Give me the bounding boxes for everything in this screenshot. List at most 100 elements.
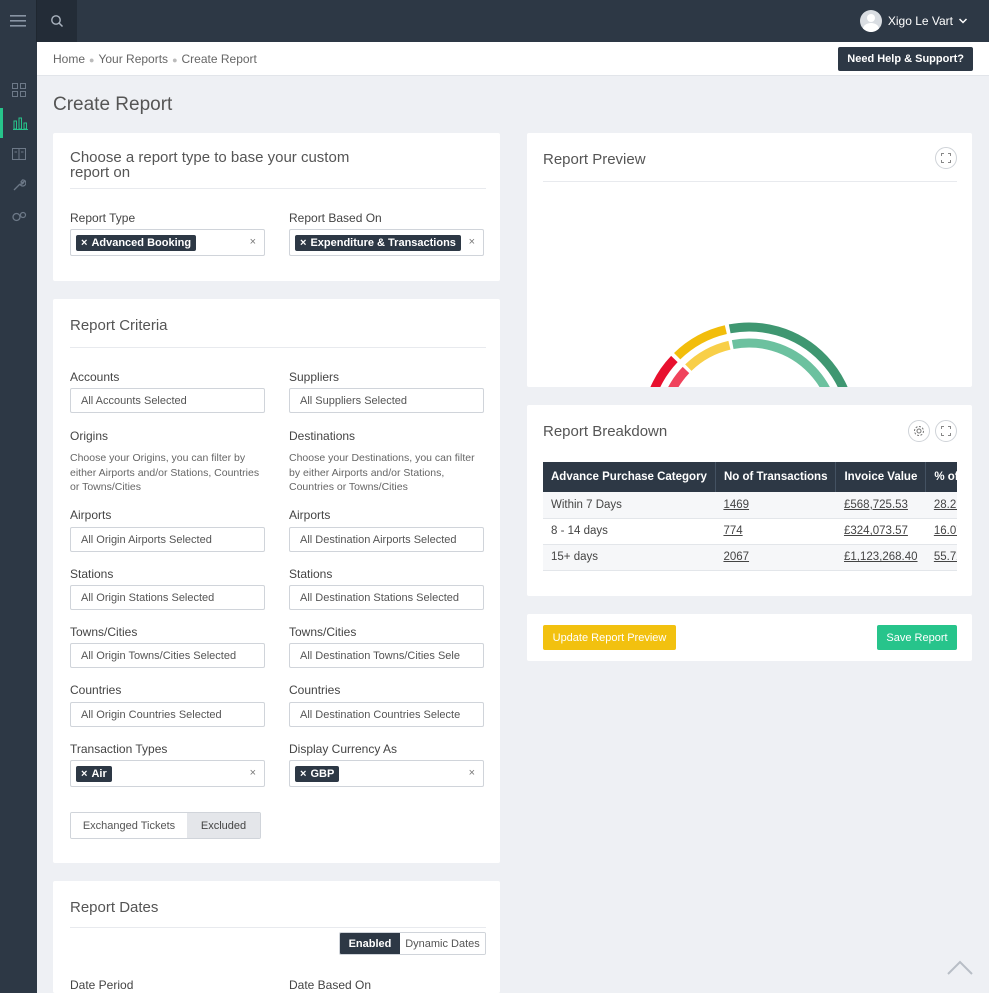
- origins-help: Choose your Origins, you can filter by e…: [70, 452, 260, 493]
- expand-icon: [941, 426, 951, 436]
- dest-stations-field[interactable]: All Destination Stations Selected: [289, 585, 484, 610]
- origin-stations-field[interactable]: All Origin Stations Selected: [70, 585, 265, 610]
- gauge-segment-inner-2: [731, 338, 830, 387]
- report-criteria-panel: Report Criteria Accounts All Accounts Se…: [53, 299, 500, 863]
- currency-select[interactable]: × GBP ×: [289, 760, 484, 787]
- gauge-segment-inner-1: [685, 340, 731, 371]
- breadcrumb-your-reports[interactable]: Your Reports: [98, 52, 169, 66]
- dest-towns-label: Towns/Cities: [289, 625, 357, 639]
- percent-link[interactable]: 16.07: [925, 518, 957, 545]
- criteria-title: Report Criteria: [70, 317, 168, 334]
- update-preview-button[interactable]: Update Report Preview: [543, 625, 676, 650]
- gauge-chart: [650, 322, 848, 387]
- col-header[interactable]: No of Transactions: [715, 462, 837, 492]
- breakdown-table: Advance Purchase Category No of Transact…: [543, 462, 957, 571]
- sidebar-item-tools[interactable]: [0, 170, 37, 200]
- hamburger-icon: [10, 15, 26, 27]
- exchanged-tickets-value[interactable]: Excluded: [187, 813, 260, 838]
- wrench-icon: [13, 179, 26, 191]
- avatar: [859, 10, 882, 32]
- remove-tag-icon[interactable]: ×: [81, 237, 88, 249]
- report-type-title: Choose a report type to base your custom…: [70, 149, 350, 181]
- dest-countries-field[interactable]: All Destination Countries Selecte: [289, 702, 484, 727]
- grid-icon: [11, 83, 26, 97]
- clear-icon[interactable]: ×: [468, 236, 475, 248]
- report-type-tag-label: Advanced Booking: [91, 237, 192, 249]
- percent-link[interactable]: 55.72: [925, 544, 957, 571]
- help-support-button[interactable]: Need Help & Support?: [838, 47, 973, 71]
- origin-airports-label: Airports: [70, 508, 112, 522]
- clear-icon[interactable]: ×: [249, 767, 256, 779]
- report-dates-panel: Report Dates Enabled Dynamic Dates Date …: [53, 881, 500, 993]
- transactions-link[interactable]: 774: [715, 518, 836, 545]
- report-breakdown-panel: Report Breakdown Advance Purchase Catego…: [527, 405, 972, 596]
- dest-towns-field[interactable]: All Destination Towns/Cities Sele: [289, 643, 484, 668]
- origin-towns-field[interactable]: All Origin Towns/Cities Selected: [70, 643, 265, 668]
- invoice-value-link[interactable]: £324,073.57: [835, 518, 926, 545]
- col-header[interactable]: Invoice Value: [835, 462, 927, 492]
- transaction-type-tag[interactable]: × Air: [76, 766, 112, 782]
- breadcrumb-current: Create Report: [181, 52, 257, 66]
- suppliers-field[interactable]: All Suppliers Selected: [289, 388, 484, 413]
- save-report-button[interactable]: Save Report: [877, 625, 957, 650]
- sidebar-item-documents[interactable]: [0, 139, 37, 169]
- remove-tag-icon[interactable]: ×: [300, 768, 307, 780]
- user-name: Xigo Le Vart: [887, 14, 953, 28]
- origin-countries-label: Countries: [70, 683, 122, 697]
- report-type-tag[interactable]: × Advanced Booking: [76, 235, 197, 251]
- percent-link[interactable]: 28.21: [925, 492, 957, 519]
- dates-mode-toggle: Enabled Dynamic Dates: [339, 932, 486, 955]
- breakdown-title: Report Breakdown: [543, 423, 668, 440]
- user-menu[interactable]: Xigo Le Vart: [859, 10, 967, 32]
- dest-stations-label: Stations: [289, 567, 333, 581]
- remove-tag-icon[interactable]: ×: [81, 768, 88, 780]
- breadcrumb-home[interactable]: Home: [53, 52, 86, 66]
- gear-icon: [914, 426, 924, 436]
- table-header-row: Advance Purchase Category No of Transact…: [543, 462, 957, 492]
- gauge-segment-outer-1: [674, 325, 727, 360]
- divider: [70, 927, 486, 928]
- report-type-select[interactable]: × Advanced Booking ×: [70, 229, 265, 256]
- table-row: 15+ days 2067 £1,123,268.40 55.72: [543, 544, 957, 571]
- gears-icon: [11, 211, 26, 222]
- date-based-on-label: Date Based On: [289, 978, 372, 992]
- dest-airports-field[interactable]: All Destination Airports Selected: [289, 527, 484, 552]
- transaction-types-select[interactable]: × Air ×: [70, 760, 265, 787]
- hamburger-menu-button[interactable]: [0, 0, 37, 42]
- search-button[interactable]: [37, 0, 77, 42]
- currency-tag[interactable]: × GBP: [295, 766, 340, 782]
- sidebar-item-reports[interactable]: [0, 108, 37, 138]
- table-row: 8 - 14 days 774 £324,073.57 16.07: [543, 518, 957, 545]
- clear-icon[interactable]: ×: [249, 236, 256, 248]
- transactions-link[interactable]: 2067: [715, 544, 836, 571]
- expand-icon: [941, 153, 951, 163]
- invoice-value-link[interactable]: £1,123,268.40: [835, 544, 926, 571]
- transactions-link[interactable]: 1469: [715, 492, 836, 519]
- origin-countries-field[interactable]: All Origin Countries Selected: [70, 702, 265, 727]
- sidebar-item-settings[interactable]: [0, 202, 37, 232]
- origin-airports-field[interactable]: All Origin Airports Selected: [70, 527, 265, 552]
- transaction-types-label: Transaction Types: [70, 742, 168, 756]
- gauge-segment-outer-2: [728, 322, 848, 387]
- breakdown-settings-button[interactable]: [908, 420, 930, 442]
- accounts-field[interactable]: All Accounts Selected: [70, 388, 265, 413]
- currency-label: Display Currency As: [289, 742, 398, 756]
- col-header[interactable]: Advance Purchase Category: [543, 462, 716, 492]
- sidebar-item-dashboard[interactable]: [0, 75, 37, 105]
- enabled-toggle[interactable]: Enabled: [340, 933, 400, 954]
- destinations-label: Destinations: [289, 429, 356, 443]
- based-on-tag-label: Expenditure & Transactions: [310, 237, 456, 249]
- based-on-select[interactable]: × Expenditure & Transactions ×: [289, 229, 484, 256]
- col-header[interactable]: % of Ov: [925, 462, 957, 492]
- invoice-value-link[interactable]: £568,725.53: [835, 492, 926, 519]
- based-on-tag[interactable]: × Expenditure & Transactions: [295, 235, 461, 251]
- clear-icon[interactable]: ×: [468, 767, 475, 779]
- breadcrumb-bar: Home ● Your Reports ● Create Report Need Hel…: [37, 42, 989, 76]
- dynamic-dates-toggle[interactable]: Dynamic Dates: [400, 933, 485, 954]
- remove-tag-icon[interactable]: ×: [300, 237, 307, 249]
- chevron-down-icon: [959, 18, 967, 24]
- expand-preview-button[interactable]: [935, 147, 957, 169]
- report-type-label: Report Type: [70, 211, 136, 225]
- expand-breakdown-button[interactable]: [935, 420, 957, 442]
- scroll-to-top-icon[interactable]: [946, 957, 974, 977]
